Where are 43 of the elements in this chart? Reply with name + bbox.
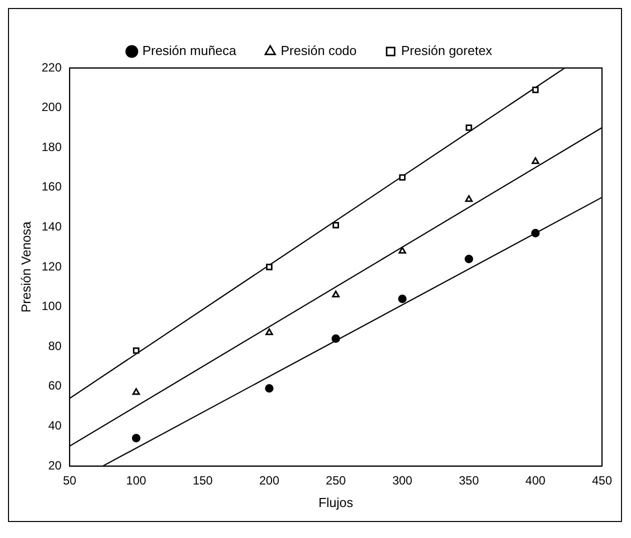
y-tick-label: 60 (48, 378, 62, 393)
point (265, 384, 274, 393)
y-tick-label: 200 (42, 100, 62, 114)
x-tick-label: 350 (458, 474, 480, 488)
point (132, 388, 140, 395)
legend-label: Presión codo (280, 43, 357, 58)
point (531, 228, 540, 238)
x-tick-label: 100 (126, 474, 146, 488)
point (332, 334, 340, 343)
point (132, 347, 140, 354)
point (332, 290, 340, 298)
point (332, 222, 340, 228)
y-tick-label: 120 (42, 259, 62, 274)
y-tick-label: 20 (48, 458, 62, 472)
point (464, 254, 474, 264)
point (398, 294, 407, 304)
x-tick-label: 300 (392, 474, 413, 488)
point (465, 195, 473, 202)
point (399, 174, 406, 181)
x-tick-label: 450 (592, 474, 612, 488)
x-tick-label: 150 (192, 474, 214, 488)
y-tick-label: 40 (48, 418, 62, 433)
y-tick-label: 140 (42, 220, 62, 234)
x-axis-title: Flujos (318, 494, 354, 510)
x-tick-label: 50 (62, 474, 77, 488)
y-tick-label: 180 (42, 140, 62, 154)
y-axis-title: Presión Venosa (18, 220, 34, 313)
y-tick-label: 100 (42, 299, 62, 314)
legend-label: Presión goretex (401, 43, 493, 58)
legend-label: Presión muñeca (142, 43, 238, 58)
y-tick-label: 160 (42, 180, 62, 194)
x-tick-label: 400 (525, 474, 546, 488)
point (266, 264, 272, 270)
point (398, 246, 406, 254)
point (132, 434, 140, 442)
point (265, 328, 274, 336)
point (532, 157, 540, 164)
y-tick-label: 80 (48, 338, 62, 353)
point (532, 86, 539, 94)
point (466, 124, 472, 131)
x-tick-label: 250 (326, 474, 346, 488)
x-tick-label: 200 (259, 474, 280, 488)
y-tick-label: 220 (42, 60, 62, 74)
